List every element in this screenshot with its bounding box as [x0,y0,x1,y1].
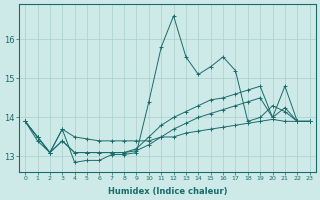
X-axis label: Humidex (Indice chaleur): Humidex (Indice chaleur) [108,187,227,196]
